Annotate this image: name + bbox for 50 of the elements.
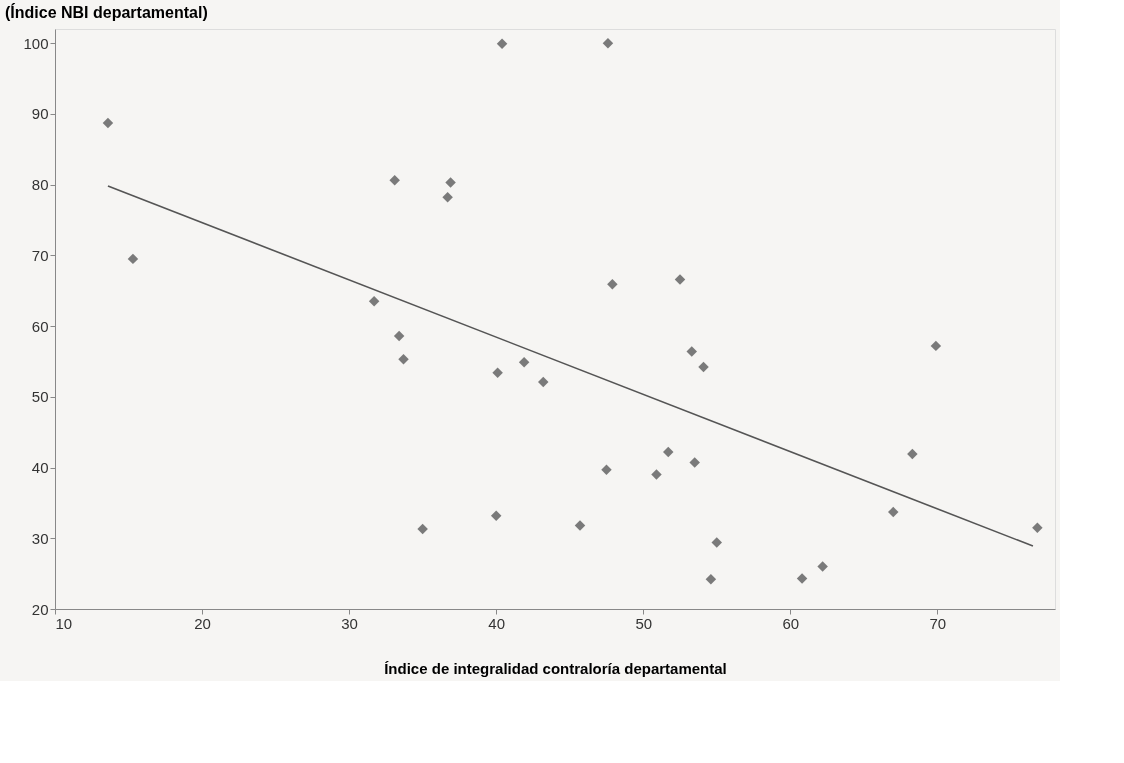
point xyxy=(127,253,139,265)
point xyxy=(537,376,549,388)
point xyxy=(389,175,400,186)
y-tick-label: 80 xyxy=(31,176,49,194)
point xyxy=(705,574,717,585)
y-tick-label: 100 xyxy=(23,34,49,52)
y-tick-label: 90 xyxy=(31,105,49,123)
point xyxy=(698,361,709,373)
y-tick-label: 20 xyxy=(31,600,49,618)
point xyxy=(796,573,808,584)
chart-title: (Índice NBI departamental) xyxy=(5,3,208,21)
point xyxy=(492,367,503,378)
point xyxy=(686,346,698,357)
x-tick-label: 70 xyxy=(929,614,947,632)
x-tick-label: 40 xyxy=(488,614,506,632)
point xyxy=(574,520,586,531)
point xyxy=(518,356,530,368)
point xyxy=(887,506,899,518)
point xyxy=(102,117,114,129)
point xyxy=(445,177,456,188)
point xyxy=(662,446,674,458)
y-tick-label: 30 xyxy=(31,529,49,547)
x-tick-label: 30 xyxy=(341,614,358,632)
point xyxy=(601,464,612,475)
point xyxy=(607,279,618,290)
y-tick-label: 50 xyxy=(31,388,49,406)
x-tick-label: 50 xyxy=(635,614,653,632)
x-tick-label: 60 xyxy=(782,614,800,632)
point xyxy=(674,274,686,285)
y-tick-label: 70 xyxy=(31,246,49,264)
point xyxy=(398,354,409,365)
point xyxy=(490,510,502,521)
point xyxy=(689,457,700,468)
x-tick-label: 20 xyxy=(194,614,211,632)
point xyxy=(602,37,614,49)
x-tick-label: 10 xyxy=(55,614,73,632)
point xyxy=(496,38,508,50)
point xyxy=(417,523,428,535)
point xyxy=(393,330,405,342)
point xyxy=(651,469,662,480)
y-tick-label: 40 xyxy=(31,459,49,477)
point xyxy=(368,296,380,307)
y-tick-label: 60 xyxy=(31,317,49,335)
point xyxy=(711,537,723,548)
point xyxy=(442,192,453,203)
point xyxy=(930,340,942,352)
point xyxy=(1032,522,1043,533)
point xyxy=(817,561,828,572)
point xyxy=(907,448,918,460)
x-axis-title: Índice de integralidad contraloría departamental xyxy=(384,659,727,677)
